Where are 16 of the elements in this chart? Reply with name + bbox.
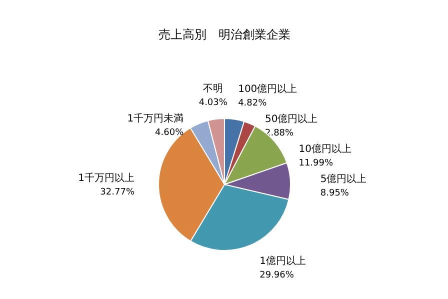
slice-label: 1千万円未満 (127, 112, 184, 125)
data-label: 4.82% (238, 98, 268, 109)
data-label: 32.77% (100, 188, 135, 198)
slice-label: 1千万円以上 (78, 172, 135, 184)
data-label: 8.95% (320, 188, 350, 199)
slice-label: 不明 (203, 84, 224, 95)
slice-label: 10億円以上 (298, 143, 352, 156)
data-label: 4.60% (155, 128, 184, 138)
slice-label: 1億円以上 (260, 254, 306, 267)
data-label: 11.99% (298, 158, 334, 169)
data-label: 4.03% (198, 98, 228, 108)
slice-label: 50億円以上 (264, 113, 318, 126)
slice-label: 100億円以上 (238, 83, 298, 96)
slice-label: 5億円以上 (320, 173, 367, 186)
chart-title: 売上高別 明治創業企業 (158, 28, 290, 42)
data-label: 29.96% (260, 270, 294, 280)
